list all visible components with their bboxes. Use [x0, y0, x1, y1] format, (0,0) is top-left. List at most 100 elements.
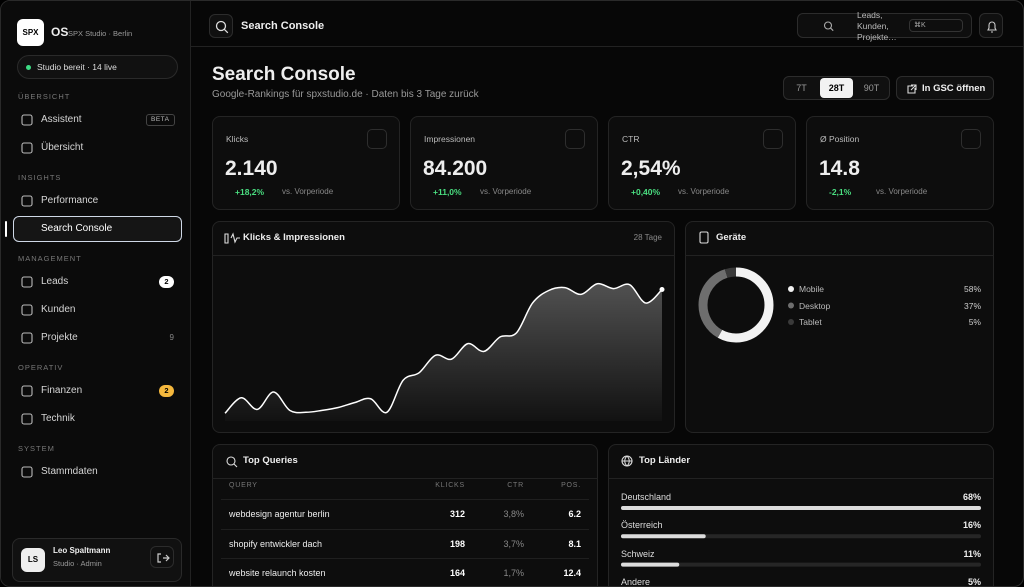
legend-dot: [788, 286, 794, 292]
country-share: 5%: [967, 576, 981, 587]
kpi-delta: -2,1%: [829, 187, 852, 197]
search-box[interactable]: [797, 13, 972, 38]
search-icon: [233, 463, 238, 468]
cell: webdesign agentur berlin: [229, 509, 330, 519]
countries-card: [608, 444, 994, 586]
range-active-bg: [820, 78, 853, 98]
column-header: CTR: [507, 482, 524, 489]
cell: shopify entwickler dach: [229, 538, 323, 549]
nav-item[interactable]: [13, 378, 182, 404]
nav-label: Leads: [41, 276, 69, 287]
nav-item[interactable]: [13, 325, 182, 351]
kpi-compare: vs. Vorperiode: [678, 187, 730, 196]
donut-segment: [698, 267, 774, 343]
row-divider: [221, 558, 589, 559]
countries-title: Top Länder: [639, 455, 691, 466]
divider: [212, 255, 675, 256]
sidebar: [1, 1, 191, 586]
cell: 12.4: [563, 568, 581, 578]
divider: [212, 478, 598, 479]
nav-indicator: [5, 221, 7, 237]
range-option[interactable]: 28T: [828, 83, 845, 93]
kpi-value: 84.200: [423, 157, 488, 180]
row-divider: [221, 528, 589, 530]
legend-value: 5%: [968, 317, 981, 327]
shortcut-hint: ⌘K: [909, 19, 963, 32]
search-icon: [823, 21, 834, 32]
status-text: Studio bereit · 14 live: [37, 62, 117, 72]
donut-segment: [698, 267, 774, 343]
nav-badge: 2: [159, 385, 174, 397]
chart-icon: [224, 232, 240, 244]
cell: 8.1: [568, 538, 581, 549]
nav-icon: [21, 142, 33, 154]
kpi-compare: vs. Vorperiode: [480, 187, 532, 196]
nav-section-title: MANAGEMENT: [18, 254, 82, 263]
chart-title: Klicks & Impressionen: [243, 232, 345, 243]
cell: 1,7%: [503, 568, 524, 578]
legend-label: Desktop: [799, 300, 831, 311]
topbar-title: Search Console: [241, 20, 325, 32]
logo[interactable]: SPX: [17, 19, 44, 46]
nav-icon: [21, 413, 33, 425]
open-gsc-label: In GSC öffnen: [922, 83, 986, 94]
open-gsc-button[interactable]: [896, 76, 994, 100]
cell: 3,7%: [503, 538, 524, 549]
kpi-icon-box: [763, 129, 783, 149]
page-title: Search Console: [212, 64, 356, 85]
logout-icon: [157, 553, 170, 563]
cell: 6.2: [568, 509, 581, 519]
nav-section-title: SYSTEM: [18, 444, 55, 453]
nav-active-bg: [13, 216, 182, 242]
country-share: 16%: [962, 520, 981, 531]
search-toggle[interactable]: [209, 14, 233, 38]
kpi-value: 14.8: [819, 157, 860, 180]
nav-item[interactable]: [13, 135, 182, 161]
kpi-icon-box: [565, 129, 585, 149]
logout-button[interactable]: [150, 546, 174, 568]
external-icon: [907, 84, 917, 94]
range-option[interactable]: 90T: [863, 83, 880, 93]
kpi-value: 2.140: [225, 157, 278, 180]
nav-label: Projekte: [41, 332, 78, 343]
cell: website relaunch kosten: [229, 568, 326, 578]
kpi-label: Ø Position: [820, 134, 860, 144]
devices-card: [685, 221, 994, 433]
nav-icon: [21, 195, 33, 207]
legend-dot: [788, 302, 794, 309]
legend-dot: [788, 319, 794, 325]
search-icon: [215, 20, 229, 34]
chart-period: 28 Tage: [633, 233, 662, 242]
nav-badge: 2: [159, 276, 174, 288]
country-name: Schweiz: [621, 548, 655, 559]
globe-icon: [622, 455, 632, 467]
kpi-icon-box: [961, 129, 981, 149]
area-fill: [225, 283, 662, 421]
cell: 198: [449, 538, 465, 549]
nav-item[interactable]: [13, 297, 182, 323]
nav-count: 9: [169, 333, 174, 342]
brand-subtitle: SPX Studio · Berlin: [68, 29, 133, 38]
bar: [621, 562, 680, 567]
range-option[interactable]: 7T: [796, 83, 807, 93]
divider: [608, 478, 994, 479]
notifications-button[interactable]: [979, 13, 1003, 38]
nav-tag: BETA: [146, 114, 175, 126]
nav-label: Stammdaten: [41, 466, 98, 477]
nav-icon: [21, 276, 33, 288]
user-name: Leo Spaltmann: [53, 546, 111, 555]
nav-icon: [21, 385, 33, 397]
page-subtitle: Google-Rankings für spxstudio.de · Daten…: [212, 89, 479, 100]
nav-item[interactable]: [13, 269, 182, 295]
nav-item[interactable]: [13, 406, 182, 432]
nav-section-title: ÜBERSICHT: [18, 92, 71, 101]
nav-label: Finanzen: [41, 385, 83, 396]
nav-label: Übersicht: [41, 142, 84, 153]
queries-title: Top Queries: [243, 455, 298, 466]
nav-label: Assistent: [41, 114, 82, 125]
nav-label: Technik: [41, 413, 75, 424]
column-header: POS.: [561, 482, 581, 489]
nav-icon: [21, 114, 33, 126]
